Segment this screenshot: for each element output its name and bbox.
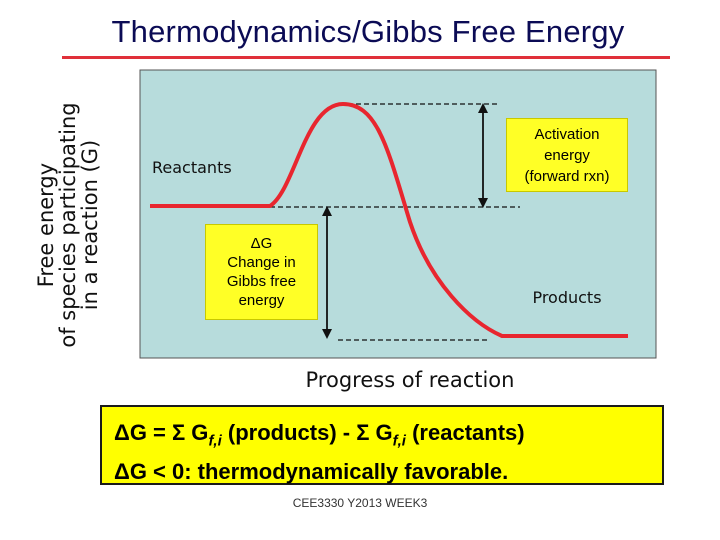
formula-suffix: (reactants) bbox=[405, 420, 525, 445]
reactants-label: Reactants bbox=[152, 158, 232, 177]
delta-g-line-3: Gibbs free bbox=[226, 273, 297, 290]
delta-g-label: ΔG Change in Gibbs free energy bbox=[205, 224, 318, 320]
formula-line-2: ΔG < 0: thermodynamically favorable. bbox=[114, 459, 509, 485]
formula-subscript-reactants: f,i bbox=[392, 432, 406, 450]
formula-line-1: ΔG = Σ Gf,i (products) - Σ Gf,i (reactan… bbox=[114, 417, 662, 456]
delta-g-line-4: energy bbox=[238, 292, 285, 309]
delta-g-line-2: Change in bbox=[227, 254, 296, 271]
page-title: Thermodynamics/Gibbs Free Energy bbox=[111, 14, 625, 49]
products-label: Products bbox=[532, 288, 602, 307]
activation-energy-line-1: Activation bbox=[534, 125, 600, 143]
title-underline bbox=[62, 56, 670, 59]
formula-middle: (products) - Σ G bbox=[221, 420, 393, 445]
activation-energy-line-2: energy bbox=[544, 146, 590, 164]
activation-energy-line-3: (forward rxn) bbox=[524, 167, 610, 185]
activation-energy-label: Activation energy (forward rxn) bbox=[506, 118, 628, 192]
delta-g-line-1: ΔG bbox=[250, 235, 273, 252]
formula-subscript-products: f,i bbox=[208, 432, 222, 450]
reaction-curve bbox=[150, 102, 628, 338]
x-axis-label: Progress of reaction bbox=[305, 368, 515, 392]
formula-prefix: ΔG = Σ G bbox=[114, 420, 209, 445]
formula-box: ΔG = Σ Gf,i (products) - Σ Gf,i (reactan… bbox=[100, 405, 664, 485]
footer: CEE3330 Y2013 WEEK3 bbox=[292, 496, 428, 510]
